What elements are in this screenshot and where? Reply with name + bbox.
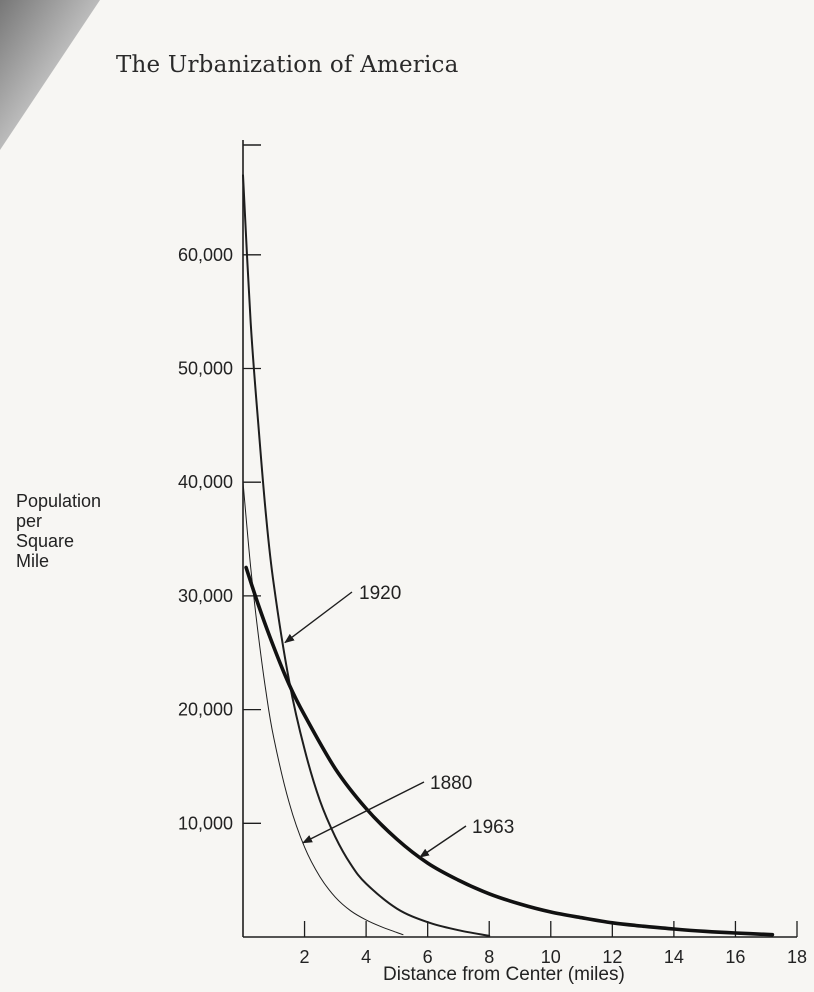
x-tick-label: 10 <box>541 947 561 967</box>
page-fold-shadow <box>0 0 100 150</box>
series-line-1963 <box>244 565 775 937</box>
y-axis-label: Population per Square Mile <box>16 491 156 571</box>
annotation-label-1920: 1920 <box>359 583 401 604</box>
y-tick-label: 10,000 <box>178 813 233 833</box>
y-axis-label-line: Mile <box>16 551 50 571</box>
y-tick-label: 60,000 <box>178 245 233 265</box>
running-head: The Urbanization of America <box>116 52 459 78</box>
annotation-label-1963: 1963 <box>472 817 514 838</box>
annotation-arrow-1920 <box>284 591 353 644</box>
y-tick-label: 50,000 <box>178 359 233 379</box>
y-tick-label: 40,000 <box>178 472 233 492</box>
annotation-label-1880: 1880 <box>430 773 472 794</box>
x-tick-label: 14 <box>664 947 684 967</box>
x-tick-label: 2 <box>300 947 310 967</box>
x-tick-label: 12 <box>602 947 622 967</box>
x-tick-label: 16 <box>725 947 745 967</box>
x-tick-label: 6 <box>423 947 433 967</box>
y-tick-label: 30,000 <box>178 586 233 606</box>
x-axis-label: Distance from Center (miles) <box>383 964 625 985</box>
y-axis-label-line: per <box>16 511 43 531</box>
annotation-arrow-1963 <box>419 825 467 858</box>
annotations: 1920 1880 1963 <box>284 583 514 858</box>
y-axis-label-line: Square <box>16 531 75 551</box>
x-tick-label: 8 <box>484 947 494 967</box>
y-tick-label: 20,000 <box>178 700 233 720</box>
x-tick-label: 4 <box>361 947 371 967</box>
axes <box>242 140 797 938</box>
series-lines <box>242 174 775 937</box>
annotation-arrow-1880 <box>302 781 425 844</box>
x-tick-label: 18 <box>787 947 807 967</box>
series-line-1920 <box>242 174 491 937</box>
ticks: 2 4 6 8 10 12 14 16 18 10,000 20,000 30,000 40,000 50… <box>178 245 807 967</box>
series-line-1880 <box>242 481 404 936</box>
y-axis-label-line: Population <box>16 491 102 511</box>
